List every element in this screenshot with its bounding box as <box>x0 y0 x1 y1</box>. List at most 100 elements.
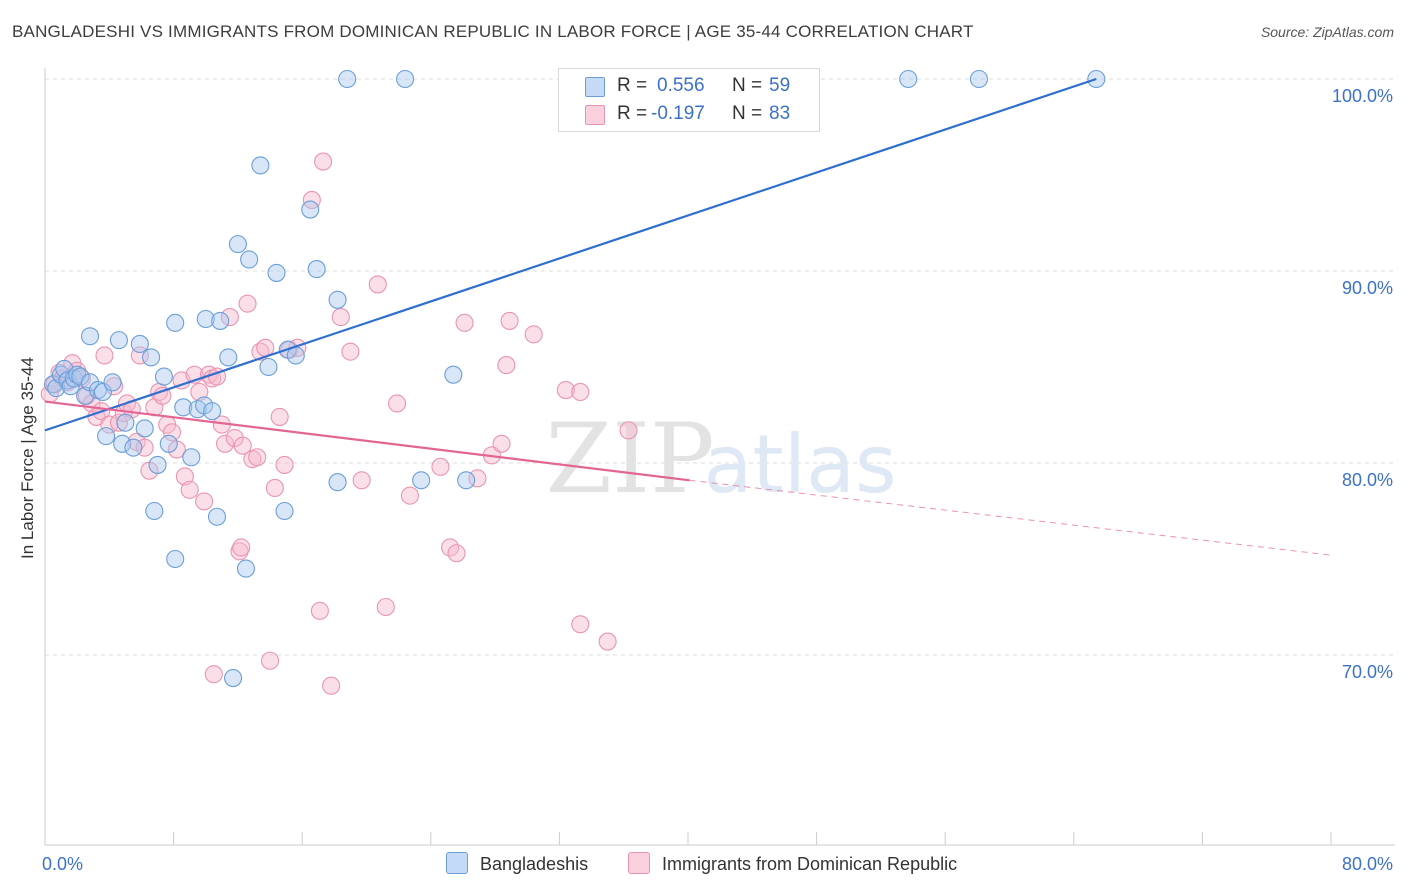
data-point-bangladeshi <box>113 434 132 453</box>
data-point-bangladeshi <box>301 200 320 219</box>
data-point-bangladeshi <box>251 156 270 175</box>
data-point-dominican <box>352 471 371 490</box>
data-point-dominican <box>248 448 267 467</box>
data-point-dominican <box>195 492 214 511</box>
data-point-dominican <box>270 407 289 426</box>
legend-swatch-pink <box>628 852 650 874</box>
data-point-bangladeshi <box>174 398 193 417</box>
data-point-dominican <box>331 308 350 327</box>
x-tick-label: 0.0% <box>42 854 83 874</box>
data-point-bangladeshi <box>103 373 122 392</box>
data-point-bangladeshi <box>259 357 278 377</box>
data-point-bangladeshi <box>267 263 286 282</box>
data-point-dominican <box>341 342 360 361</box>
legend-r-value: -0.197 <box>651 103 705 124</box>
legend-r-label: R = <box>617 103 648 124</box>
data-point-dominican <box>556 380 575 400</box>
data-point-dominican <box>220 308 239 327</box>
x-tick-label: 80.0% <box>1342 854 1393 874</box>
legend-row-bangladeshi: R = 0.556 N = 59 <box>559 73 819 99</box>
data-point-dominican <box>447 544 466 563</box>
y-tick-label: 100.0% <box>1332 86 1393 106</box>
data-point-bangladeshi <box>219 348 238 367</box>
data-point-dominican <box>302 190 321 210</box>
data-point-dominican <box>175 467 194 486</box>
legend-label-dominican: Immigrants from Dominican Republic <box>662 854 958 874</box>
data-point-bangladeshi <box>166 313 185 332</box>
data-point-bangladeshi <box>97 427 116 446</box>
data-point-bangladeshi <box>228 235 247 254</box>
data-point-dominican <box>619 421 638 440</box>
data-point-bangladeshi <box>207 507 227 526</box>
y-tick-label: 90.0% <box>1342 278 1393 298</box>
legend-item-dominican: Immigrants from Dominican Republic <box>628 852 957 875</box>
data-point-bangladeshi <box>154 367 174 386</box>
data-point-bangladeshi <box>80 327 100 346</box>
trendline-dominican <box>44 400 690 482</box>
data-point-bangladeshi <box>124 438 143 457</box>
data-point-dominican <box>571 382 590 402</box>
data-point-bangladeshi <box>211 311 230 330</box>
legend-label-bangladeshis: Bangladeshis <box>480 854 589 874</box>
data-point-dominican <box>310 601 329 620</box>
data-point-bangladeshi <box>240 250 259 269</box>
data-point-dominican <box>260 651 280 670</box>
data-point-dominican <box>376 597 395 617</box>
data-point-bangladeshi <box>159 434 178 453</box>
data-point-dominican <box>387 394 407 413</box>
data-point-bangladeshi <box>196 309 215 329</box>
trendlines <box>44 77 1332 556</box>
series-legend: Bangladeshis Immigrants from Dominican R… <box>0 852 1406 878</box>
data-point-bangladeshi <box>457 471 476 490</box>
data-point-bangladeshi <box>338 69 357 89</box>
axes <box>44 68 1395 846</box>
data-point-bangladeshi <box>71 367 90 386</box>
data-point-dominican <box>215 434 235 453</box>
data-point-bangladeshi <box>328 473 347 492</box>
legend-swatch-blue <box>446 852 468 874</box>
data-point-dominican <box>497 356 516 375</box>
data-point-bangladeshi <box>328 290 347 309</box>
data-point-dominican <box>571 615 590 634</box>
data-point-dominican <box>368 275 387 294</box>
data-point-dominican <box>455 313 474 332</box>
data-point-bangladeshi <box>166 549 185 569</box>
data-point-bangladeshi <box>444 365 463 384</box>
data-point-bangladeshi <box>396 69 415 89</box>
data-point-bangladeshi <box>130 334 149 354</box>
data-point-bangladeshi <box>969 69 989 89</box>
watermark-atlas: atlas <box>703 418 896 511</box>
data-point-bangladeshi <box>145 501 164 521</box>
legend-swatch-pink <box>585 105 605 125</box>
y-tick-label: 80.0% <box>1342 470 1393 490</box>
data-point-bangladeshi <box>109 331 128 350</box>
data-point-dominican <box>492 434 511 453</box>
source-label: Source: ZipAtlas.com <box>1260 24 1394 40</box>
data-point-dominican <box>598 632 617 651</box>
legend-n-value: 83 <box>769 103 791 124</box>
data-point-dominican <box>265 478 284 498</box>
data-point-bangladeshi <box>93 382 112 402</box>
data-point-dominican <box>180 480 199 499</box>
data-point-dominican <box>95 346 114 365</box>
chart-title: BANGLADESHI VS IMMIGRANTS FROM DOMINICAN… <box>12 22 974 41</box>
correlation-legend: R = 0.556 N = 59 R = -0.197 N = 83 <box>558 68 820 132</box>
legend-swatch-blue <box>585 77 605 97</box>
data-point-dominican <box>238 294 257 313</box>
data-point-dominican <box>109 413 128 432</box>
legend-n-label: N = <box>732 103 763 124</box>
watermark-zip: ZIP <box>545 403 714 515</box>
data-point-bangladeshi <box>236 559 255 578</box>
data-point-bangladeshi <box>142 348 161 367</box>
data-point-bangladeshi <box>412 471 431 490</box>
data-point-dominican <box>468 469 487 488</box>
trendline-dominican-extension <box>689 479 1332 556</box>
data-point-bangladeshi <box>307 260 326 279</box>
data-point-dominican <box>400 486 419 505</box>
data-point-dominican <box>322 676 341 695</box>
data-point-bangladeshi <box>224 668 243 688</box>
legend-item-bangladeshis: Bangladeshis <box>446 852 588 875</box>
data-point-bangladeshi <box>275 501 294 521</box>
data-point-dominican <box>314 152 333 171</box>
